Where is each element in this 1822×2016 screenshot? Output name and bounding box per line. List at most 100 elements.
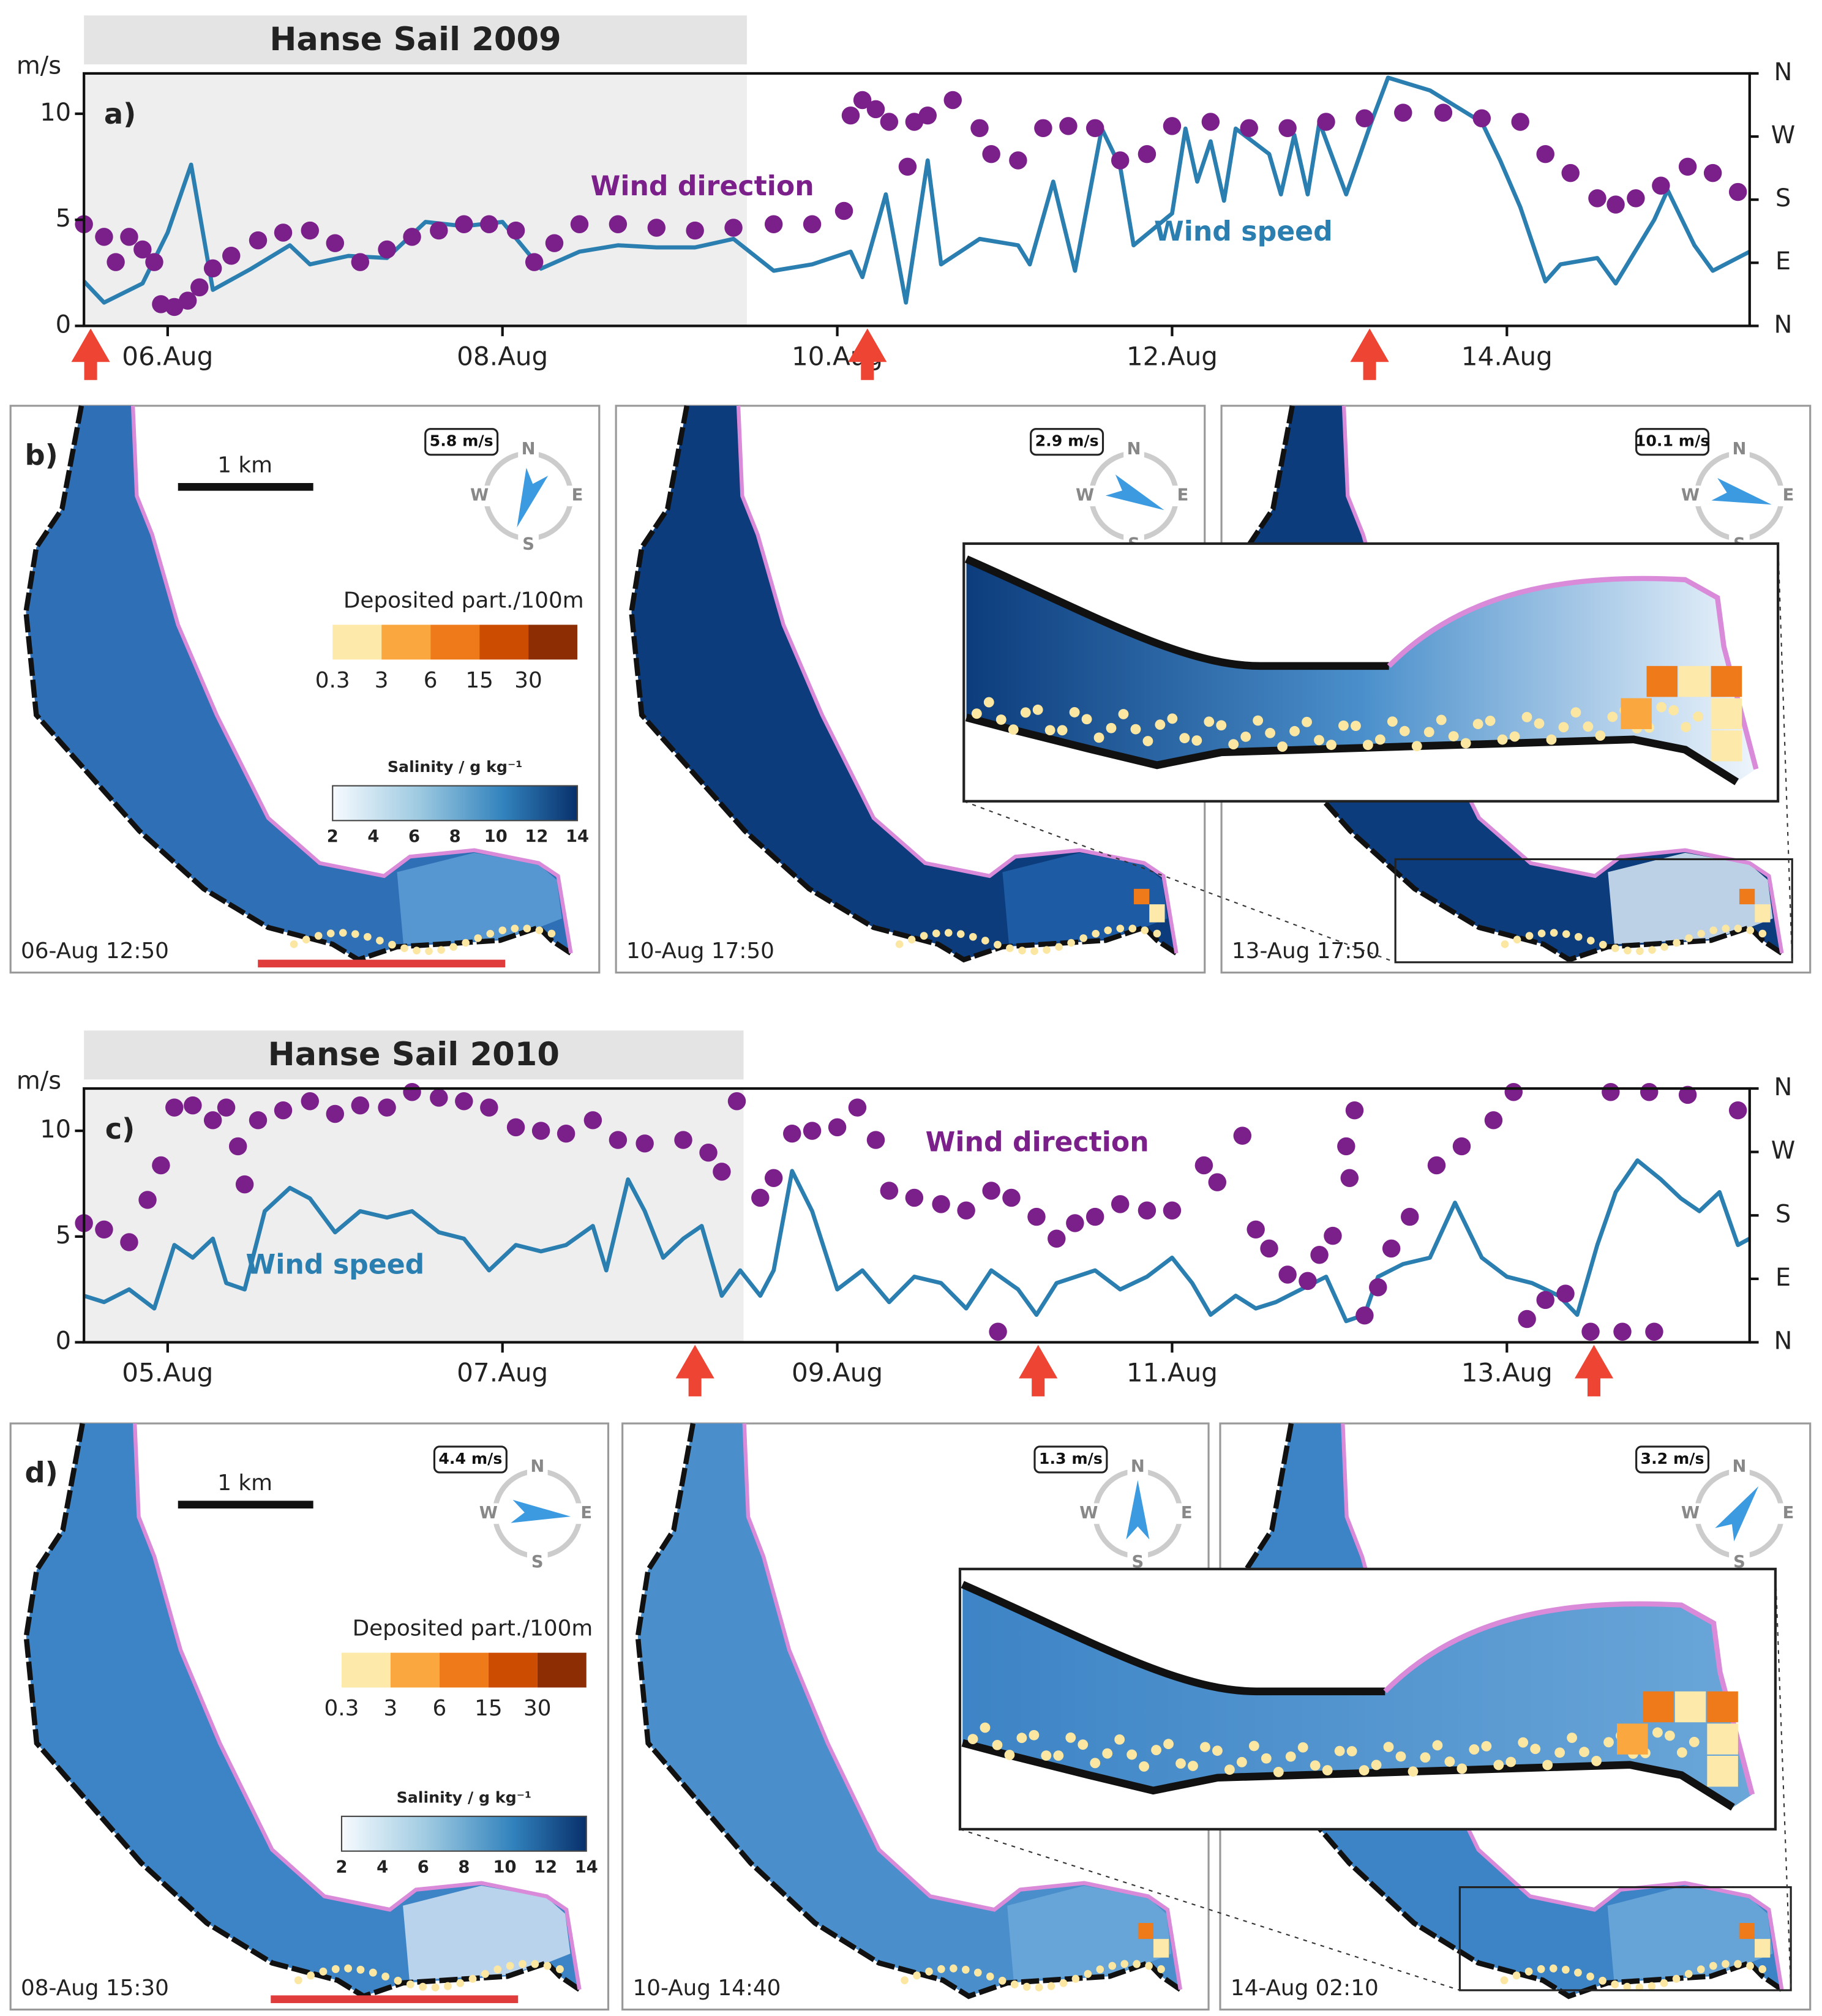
deposited-particle — [1448, 731, 1459, 742]
deposited-particle — [1709, 926, 1717, 934]
deposited-particle — [944, 929, 953, 937]
wind-direction-dot — [635, 1134, 654, 1153]
salinity-title: Salinity / g kg⁻¹ — [388, 758, 522, 776]
wind-direction-dot — [570, 215, 589, 233]
deposited-particle — [364, 932, 372, 941]
wind-direction-dot — [1310, 1246, 1329, 1264]
compass-letter: N — [1733, 1457, 1747, 1476]
deposited-particle — [1240, 731, 1251, 742]
compass-gap — [1680, 485, 1701, 506]
deposit-cell — [1149, 904, 1165, 923]
deposited-particle — [1734, 924, 1742, 933]
wind-direction-dot — [378, 240, 396, 259]
wind-direction-dot — [1602, 1083, 1620, 1101]
y2-tick-label: W — [1771, 121, 1796, 149]
deposit-cell — [1617, 1723, 1648, 1755]
deposited-particle — [1104, 926, 1112, 934]
wind-box — [424, 428, 499, 456]
compass-letter: N — [1733, 440, 1747, 459]
scale-label: 1 km — [217, 453, 272, 478]
wind-direction-dot — [932, 1195, 950, 1213]
deposited-particle — [376, 937, 384, 945]
water-plume — [403, 1886, 571, 1980]
deposited-particle — [535, 926, 544, 934]
deposited-particle — [1120, 1960, 1128, 1968]
wind-direction-dot — [1324, 1226, 1342, 1245]
wind-direction-dot — [970, 119, 989, 138]
wind-direction-dot — [1085, 1207, 1104, 1226]
y-axis-label: m/s — [17, 51, 61, 80]
shoreline — [130, 405, 573, 954]
deposited-particle — [506, 1962, 514, 1970]
deposited-particle — [344, 1964, 352, 1973]
deposit-swatch — [332, 624, 382, 660]
wind-direction-dot — [430, 221, 448, 240]
wind-direction-dot — [841, 106, 860, 125]
wind-direction-dot — [880, 1182, 899, 1200]
deposit-cell — [1707, 1723, 1738, 1755]
deposited-particle — [1236, 1756, 1247, 1767]
wind-arrow — [511, 1499, 571, 1523]
wind-direction-dot — [203, 1111, 222, 1130]
deposited-particle — [1338, 720, 1349, 731]
wind-direction-dot — [1066, 1214, 1084, 1232]
deposited-particle — [437, 946, 445, 954]
wind-speed-line — [82, 75, 1751, 305]
deposited-particle — [1722, 924, 1730, 932]
deposited-particle — [992, 1739, 1003, 1750]
deposited-particle — [1141, 926, 1149, 934]
wind-direction-dot — [1678, 1085, 1697, 1104]
deposited-particle — [920, 932, 928, 940]
deposited-particle — [1142, 736, 1153, 746]
wind-direction-dot — [249, 231, 268, 250]
deposit-cell — [1621, 698, 1652, 729]
deposit-swatch — [430, 624, 480, 660]
wind-box — [1030, 428, 1104, 456]
deposited-particle — [1542, 1759, 1553, 1771]
deposited-particle — [1660, 1979, 1668, 1987]
wind-direction-dot — [918, 106, 937, 125]
deposited-particle — [443, 1982, 452, 1990]
wind-direction-dot — [222, 247, 241, 265]
deposited-particle — [1191, 735, 1202, 746]
salinity-tick: 4 — [367, 827, 379, 846]
deposited-particle — [1664, 1730, 1675, 1741]
deposited-particle — [973, 1968, 982, 1977]
deposited-particle — [1603, 1737, 1614, 1748]
event-arrow — [1574, 1344, 1614, 1396]
deposited-particle — [1362, 740, 1373, 751]
inset-coast — [965, 713, 1739, 785]
timestamp: 08-Aug 15:30 — [21, 1976, 169, 2001]
deposited-particle — [1697, 929, 1705, 938]
deposited-particle — [1334, 1745, 1345, 1756]
deposited-particle — [314, 932, 323, 940]
deposited-particle — [468, 1974, 477, 1983]
wind-direction-dot — [727, 1092, 746, 1111]
inset-coast — [961, 1739, 1735, 1811]
series-label: Wind direction — [591, 171, 814, 202]
deposited-particle — [1558, 722, 1569, 733]
deposited-particle — [1067, 939, 1075, 947]
compass-letter: E — [580, 1504, 592, 1523]
wind-box — [433, 1445, 508, 1474]
deposit-cell — [1707, 1691, 1738, 1723]
wind-direction-dot — [905, 113, 924, 131]
deposited-particle — [1314, 735, 1324, 746]
deposited-particle — [556, 1965, 564, 1974]
timestamp: 13-Aug 17:50 — [1232, 939, 1380, 964]
deposit-cell — [1755, 1939, 1771, 1958]
compass-letter: S — [522, 535, 534, 554]
deposited-particle — [462, 939, 470, 947]
deposited-particle — [1521, 711, 1532, 722]
deposited-particle — [998, 1976, 1007, 1985]
y-tick-label: 0 — [56, 1327, 71, 1355]
salinity-tick: 14 — [566, 827, 589, 846]
wind-arrow — [1711, 478, 1772, 505]
wind-direction-dot — [1536, 144, 1554, 163]
compass-gap — [575, 1503, 597, 1524]
map-panel: 08-Aug 15:30 N E S W 4.4 m/s d) 1 km Deposited p… — [9, 1422, 610, 2011]
wind-direction-dot — [943, 91, 962, 110]
deposited-particle — [1395, 1751, 1406, 1762]
deposited-particle — [986, 1972, 994, 1981]
deposited-particle — [901, 1976, 909, 1985]
